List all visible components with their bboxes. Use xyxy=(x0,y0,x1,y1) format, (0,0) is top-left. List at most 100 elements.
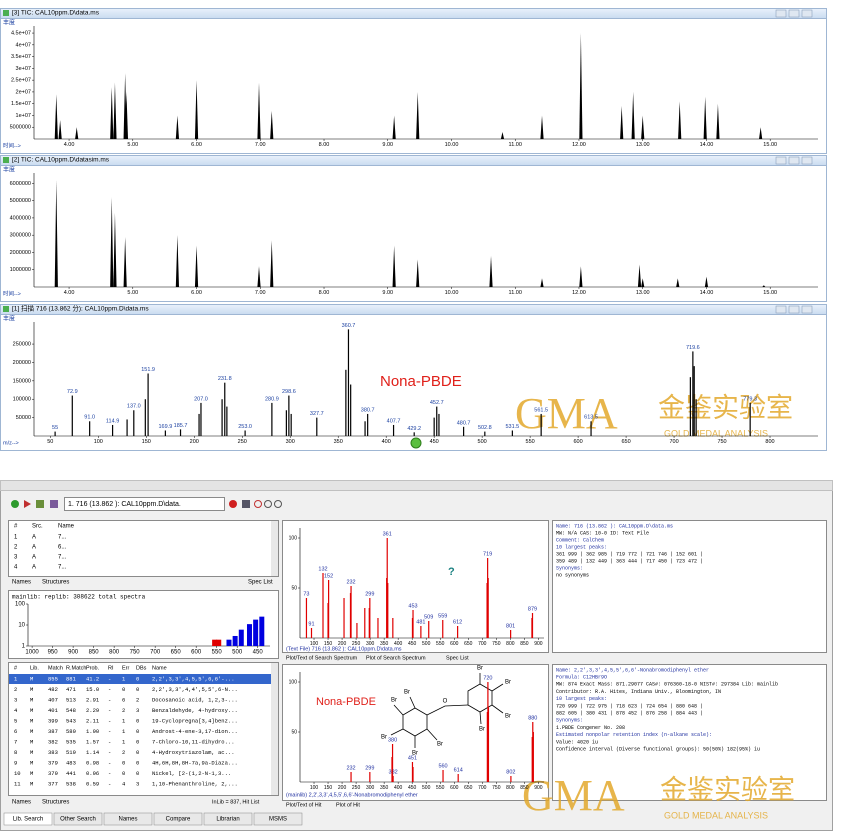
list-cell[interactable]: A xyxy=(32,565,36,571)
table-cell[interactable]: 5 xyxy=(14,717,17,724)
table-cell[interactable]: 538 xyxy=(66,780,76,787)
tab[interactable]: Plot/Text of Hit xyxy=(286,802,322,808)
table-cell[interactable]: 6 xyxy=(14,728,17,735)
table-cell[interactable]: 0.98 xyxy=(86,759,99,766)
table-cell[interactable]: - xyxy=(108,759,111,766)
table-cell[interactable]: 543 xyxy=(66,717,76,724)
table-cell[interactable]: 3 xyxy=(136,707,139,714)
table-cell[interactable]: 441 xyxy=(66,770,77,777)
table-cell[interactable]: - xyxy=(108,717,111,724)
table-cell[interactable]: 10 xyxy=(14,770,21,777)
table-cell[interactable]: 0 xyxy=(136,675,139,682)
tab[interactable]: Spec List xyxy=(446,655,469,661)
table-cell[interactable]: Docosanoic acid, 1,2,3-... xyxy=(152,696,238,703)
table-cell[interactable]: 580 xyxy=(66,728,76,735)
table-cell[interactable]: 0 xyxy=(136,728,139,735)
table-cell[interactable]: 1 xyxy=(122,717,126,724)
table-cell[interactable]: 2,2',3,3',4,4',5,5',6-N... xyxy=(152,686,238,693)
table-cell[interactable]: 0 xyxy=(136,770,139,777)
table-cell[interactable]: 881 xyxy=(66,675,77,682)
list-cell[interactable]: A xyxy=(32,535,36,541)
table-cell[interactable]: 2.11 xyxy=(86,717,100,724)
table-cell[interactable]: 0 xyxy=(122,770,125,777)
list-cell[interactable]: 7... xyxy=(58,535,67,541)
tab[interactable]: Plot of Hit xyxy=(336,802,360,808)
table-cell[interactable]: - xyxy=(108,780,111,787)
table-cell[interactable]: 483 xyxy=(66,759,76,766)
bottom-tab[interactable]: Librarian xyxy=(216,817,239,823)
table-cell[interactable]: 6 xyxy=(122,696,125,703)
table-cell[interactable]: - xyxy=(108,728,111,735)
table-cell[interactable]: 0 xyxy=(136,738,139,745)
table-cell[interactable]: 377 xyxy=(48,780,58,787)
list-cell[interactable]: A xyxy=(32,545,36,551)
tab[interactable]: Plot of Search Spectrum xyxy=(366,655,426,661)
table-cell[interactable]: 2,2',3,3',4,5,5',6,6'-... xyxy=(152,675,235,682)
list-cell[interactable]: 2 xyxy=(14,545,18,551)
table-cell[interactable]: 2.91 xyxy=(86,696,100,703)
table-cell[interactable]: 9 xyxy=(14,759,17,766)
bottom-tab[interactable]: Names xyxy=(118,817,137,823)
table-cell[interactable]: 0 xyxy=(122,759,125,766)
list-cell[interactable]: A xyxy=(32,555,36,561)
table-cell[interactable]: 0 xyxy=(136,717,139,724)
table-cell[interactable]: 11 xyxy=(14,780,21,787)
table-cell[interactable]: 0 xyxy=(136,759,139,766)
table-cell[interactable]: 1 xyxy=(14,675,18,682)
table-cell[interactable]: 2 xyxy=(14,686,17,693)
table-cell[interactable]: 2 xyxy=(122,707,125,714)
table-cell[interactable]: 382 xyxy=(48,738,58,745)
table-cell[interactable]: M xyxy=(30,728,33,735)
table-cell[interactable]: M xyxy=(30,686,33,693)
table-cell[interactable]: 8 xyxy=(14,749,17,756)
bottom-tab[interactable]: Compare xyxy=(166,817,191,823)
table-cell[interactable]: - xyxy=(108,738,111,745)
table-cell[interactable]: 4-Hydroxytriazolam, ac... xyxy=(152,749,235,756)
table-cell[interactable]: - xyxy=(108,749,111,756)
table-cell[interactable]: 4 xyxy=(122,780,126,787)
table-cell[interactable]: - xyxy=(108,770,111,777)
table-cell[interactable]: 1,10-Phenanthroline, 2,... xyxy=(152,780,238,787)
table-cell[interactable]: 379 xyxy=(48,759,58,766)
table-cell[interactable]: 0 xyxy=(136,749,139,756)
table-cell[interactable]: 401 xyxy=(48,707,59,714)
table-cell[interactable]: 855 xyxy=(48,675,58,682)
table-cell[interactable]: 482 xyxy=(48,686,58,693)
table-cell[interactable]: 519 xyxy=(66,749,76,756)
list-cell[interactable]: 7... xyxy=(58,555,67,561)
table-cell[interactable]: 4 xyxy=(14,707,18,714)
tab[interactable]: Plot/Text of Search Spectrum xyxy=(286,655,358,661)
table-cell[interactable]: M xyxy=(30,738,33,745)
table-cell[interactable]: 1.14 xyxy=(86,749,100,756)
table-cell[interactable]: Benzaldehyde, 4-hydroxy... xyxy=(152,707,238,714)
table-cell[interactable]: - xyxy=(108,686,111,693)
table-cell[interactable]: 513 xyxy=(66,696,76,703)
table-cell[interactable]: M xyxy=(30,707,33,714)
list-cell[interactable]: 3 xyxy=(14,555,18,561)
table-cell[interactable]: 383 xyxy=(48,749,58,756)
tab[interactable]: Names xyxy=(12,800,31,806)
table-cell[interactable]: 548 xyxy=(66,707,76,714)
table-cell[interactable]: - xyxy=(108,675,111,682)
table-cell[interactable]: 0.59 xyxy=(86,780,99,787)
table-cell[interactable]: M xyxy=(30,770,33,777)
table-cell[interactable]: M xyxy=(30,780,33,787)
table-cell[interactable]: 19-Cyclopregna[3,4]benz... xyxy=(152,717,238,724)
table-cell[interactable]: 0 xyxy=(136,686,139,693)
toolbar-dropdown[interactable]: 1. 716 (13.862 ): CAL10ppm.D\data. xyxy=(68,501,181,508)
table-cell[interactable]: 7 xyxy=(14,738,17,745)
tab[interactable]: Structures xyxy=(42,800,69,806)
table-cell[interactable]: Androst-4-ene-3,17-dion... xyxy=(152,728,238,735)
table-cell[interactable]: 1.57 xyxy=(86,738,99,745)
table-cell[interactable]: 471 xyxy=(66,686,77,693)
table-cell[interactable]: 1 xyxy=(122,738,126,745)
bottom-tab[interactable]: MSMS xyxy=(269,817,287,823)
list-cell[interactable]: 1 xyxy=(14,535,18,541)
table-cell[interactable]: M xyxy=(30,717,33,724)
table-cell[interactable]: - xyxy=(108,707,111,714)
table-cell[interactable]: 1 xyxy=(122,675,126,682)
table-cell[interactable]: 0 xyxy=(122,686,125,693)
table-cell[interactable]: 3 xyxy=(136,780,139,787)
list-cell[interactable]: 6... xyxy=(58,545,67,551)
table-cell[interactable]: 535 xyxy=(66,738,76,745)
